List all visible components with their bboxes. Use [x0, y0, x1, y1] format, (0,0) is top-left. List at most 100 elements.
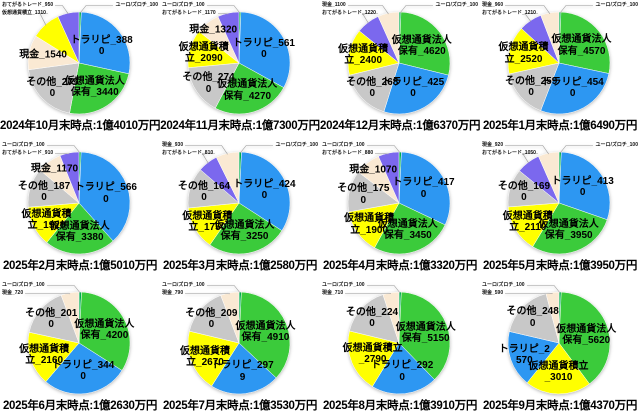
- chart-title: 2025年2月末時点:1億5010万円: [2, 260, 158, 272]
- pie-slice-トラリピ: [398, 151, 451, 226]
- pie-slice-その他: [508, 62, 560, 111]
- outside-slice-label: 現金_720: [2, 290, 24, 296]
- chart-title: 2025年9月末時点:1億4370万円: [482, 400, 638, 412]
- pie-slice-仮想通貨法人保有: [46, 202, 114, 255]
- leader-line: [367, 145, 401, 154]
- outside-slice-label: 現金_1100: [322, 2, 346, 8]
- outside-slice-label: ユーロ/ズロチ_100: [595, 2, 638, 8]
- leader-line: [527, 285, 561, 294]
- outside-slice-label: ユーロ/ズロチ_100: [162, 282, 205, 288]
- pie-slice-現金: [538, 151, 560, 204]
- leader-line: [559, 145, 593, 154]
- outside-slice-label: おてがるトレード_1170: [162, 10, 216, 16]
- pie-slice-トラリピ: [540, 62, 610, 115]
- outside-slice-label: ユーロ/ズロチ_100: [322, 142, 365, 148]
- pie: [505, 285, 611, 395]
- pie: [345, 285, 451, 395]
- chart-title: 2025年7月末時点:1億3530万円: [162, 400, 318, 412]
- leader-line: [361, 13, 378, 24]
- pie-slice-仮想通貨法人保有: [69, 62, 130, 115]
- pie-slice-仮想通貨法人保有: [558, 11, 611, 74]
- pie: [347, 5, 451, 115]
- leader-line: [207, 285, 241, 294]
- pie-chart-cell: 仮想通貨法人保有_5150 トラリピ_2920 仮想通貨積立_2790 その他_224…: [320, 280, 480, 420]
- pie: [185, 145, 291, 255]
- leader-line: [218, 13, 229, 15]
- pie-slice-仮想通貨法人保有: [398, 291, 451, 380]
- pie-slice-トラリピ: [558, 151, 611, 220]
- leader-line: [201, 153, 215, 164]
- leader-line: [47, 285, 81, 294]
- leader-line: [47, 145, 81, 154]
- chart-title: 2025年5月末時点:1億3950万円: [482, 260, 638, 272]
- chart-title: 2025年8月末時点:1億3910万円: [322, 400, 478, 412]
- pie-chart-cell: トラリピ_5660 仮想通貨法人保有_3380 仮想通貨積立_1920 その他_187…: [0, 140, 160, 280]
- chart-title: 2025年6月末時点:1億2630万円: [2, 400, 158, 412]
- leader-line: [207, 5, 241, 14]
- chart-title: 2024年12月末時点:1億6370万円: [320, 120, 481, 132]
- leader-line: [524, 13, 538, 22]
- outside-slice-label: ユーロ/ズロチ_100: [322, 282, 365, 288]
- pie: [185, 285, 291, 395]
- outside-slice-label: おてがるトレード_950: [2, 2, 54, 8]
- pie-slice-トラリピ: [78, 11, 131, 75]
- pie-slice-仮想通貨積立: [27, 331, 80, 382]
- chart-title: 2025年3月末時点:1億2580万円: [162, 260, 318, 272]
- pie-slice-仮想通貨積立: [187, 330, 240, 387]
- pie: [25, 285, 131, 395]
- outside-slice-label: ユーロ/ズロチ_100: [2, 282, 45, 288]
- outside-slice-label: ユーロ/ズロチ_100: [162, 2, 205, 8]
- pie-slice-現金: [540, 11, 560, 64]
- pie-slice-その他: [28, 62, 80, 114]
- outside-slice-label: おてがるトレード_880: [322, 150, 374, 156]
- pie-slice-現金: [216, 151, 240, 204]
- pie-slice-その他: [349, 62, 400, 112]
- outside-slice-label: 現金_790: [162, 290, 184, 296]
- pie: [27, 145, 131, 255]
- pie-slice-仮想通貨法人保有: [238, 291, 291, 379]
- outside-slice-label: おてがるトレード_1050: [482, 150, 536, 156]
- chart-title: 2025年4月末時点:1億3320万円: [322, 260, 478, 272]
- pie-slice-おてがるトレード: [378, 151, 400, 204]
- outside-slice-label: ユーロ/ズロチ_100: [435, 2, 478, 8]
- outside-slice-label: おてがるトレード_810: [162, 150, 214, 156]
- pie-slice-トラリピ: [211, 342, 277, 395]
- pie-slice-その他: [509, 293, 560, 344]
- pie-slice-トラリピ: [383, 62, 449, 115]
- pie-slice-その他: [349, 294, 400, 344]
- pie-slice-その他: [189, 295, 240, 344]
- pie-slice-仮想通貨積立: [507, 202, 560, 247]
- pie-slice-トラリピ: [78, 151, 131, 242]
- outside-slice-label: ユーロ/ズロチ_100: [482, 282, 525, 288]
- outside-slice-label: ユーロ/ズロチ_100: [275, 142, 318, 148]
- outside-slice-label: ユーロ/ズロチ_100: [595, 142, 638, 148]
- chart-title: 2025年1月末時点:1億6490万円: [482, 120, 638, 132]
- leader-line: [185, 145, 228, 155]
- leader-line: [39, 13, 48, 26]
- pie-slice-トラリピ: [238, 11, 291, 88]
- outside-slice-label: おてがるトレード_910: [2, 150, 54, 156]
- pie-chart-cell: 仮想通貨法人保有_5620 仮想通貨積立_3010 トラリピ_2570 その他_248…: [480, 280, 640, 420]
- pie-slice-仮想通貨法人保有: [532, 202, 608, 255]
- pie-slice-仮想通貨法人保有: [209, 202, 283, 255]
- pie-slice-仮想通貨法人保有: [558, 291, 611, 385]
- pie-chart-cell: トラリピ_4130 仮想通貨法人保有_3950 仮想通貨積立_2110 その他_169…: [480, 140, 640, 280]
- leader-line: [55, 5, 69, 15]
- pie-slice-仮想通貨積立: [507, 28, 560, 75]
- outside-slice-label: ユーロ/ズロチ_100: [2, 142, 45, 148]
- chart-title: 2024年10月末時点:1億4010万円: [0, 120, 161, 132]
- pie-slice-おてがるトレード: [57, 11, 80, 64]
- outside-slice-label: 現金_590: [482, 290, 504, 296]
- pie: [187, 5, 291, 115]
- pie-slice-仮想通貨積立: [347, 330, 400, 387]
- pie-slice-現金: [220, 291, 240, 344]
- pie: [27, 5, 131, 115]
- pie-slice-その他: [28, 294, 80, 344]
- outside-slice-label: 現金_930: [162, 142, 184, 148]
- leader-line: [505, 5, 551, 14]
- pie-chart-cell: 仮想通貨法人保有_4620 トラリピ_4250 その他_2680 仮想通貨積立_240…: [320, 0, 480, 140]
- outside-slice-label: ユーロ/ズロチ_100: [115, 2, 158, 8]
- leader-line: [522, 153, 538, 164]
- chart-title: 2024年11月末時点:1億7300万円: [160, 120, 320, 132]
- outside-slice-label: 仮想通貨積立_1310: [2, 10, 46, 16]
